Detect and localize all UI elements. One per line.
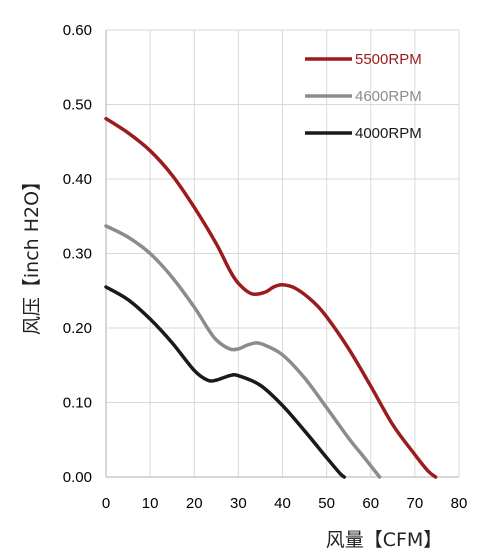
x-tick-label: 10: [142, 495, 159, 512]
legend-label: 4600RPM: [355, 88, 422, 105]
y-tick-label: 0.60: [63, 22, 92, 39]
series-line-4000rpm: [104, 285, 347, 479]
y-tick-label: 0.50: [63, 97, 92, 114]
x-tick-label: 20: [186, 495, 203, 512]
x-tick-label: 0: [102, 495, 110, 512]
legend-label: 5500RPM: [355, 51, 422, 68]
legend: 5500RPM 4600RPM 4000RPM: [305, 51, 422, 142]
series-line-5500rpm: [104, 116, 438, 479]
y-axis-title: 风压【inch H2O】: [21, 172, 43, 335]
y-tick-label: 0.00: [63, 469, 92, 486]
x-tick-label: 70: [407, 495, 424, 512]
legend-label: 4000RPM: [355, 125, 422, 142]
series-lines: [104, 116, 438, 479]
y-tick-label: 0.30: [63, 246, 92, 263]
y-tick-label: 0.20: [63, 320, 92, 337]
x-tick-label: 30: [230, 495, 247, 512]
grid: [105, 29, 460, 478]
y-tick-label: 0.40: [63, 171, 92, 188]
x-axis-title: 风量【CFM】: [326, 529, 443, 551]
x-tick-label: 50: [318, 495, 335, 512]
tick-labels: 0 10 20 30 40 50 60 70 80 0.00 0.10 0.20 0.30 0.40 0.5…: [63, 22, 468, 512]
x-tick-label: 80: [451, 495, 468, 512]
series-line-4600rpm: [104, 224, 382, 479]
x-tick-label: 40: [274, 495, 291, 512]
y-tick-label: 0.10: [63, 395, 92, 412]
axes: [105, 30, 459, 478]
x-tick-label: 60: [362, 495, 379, 512]
